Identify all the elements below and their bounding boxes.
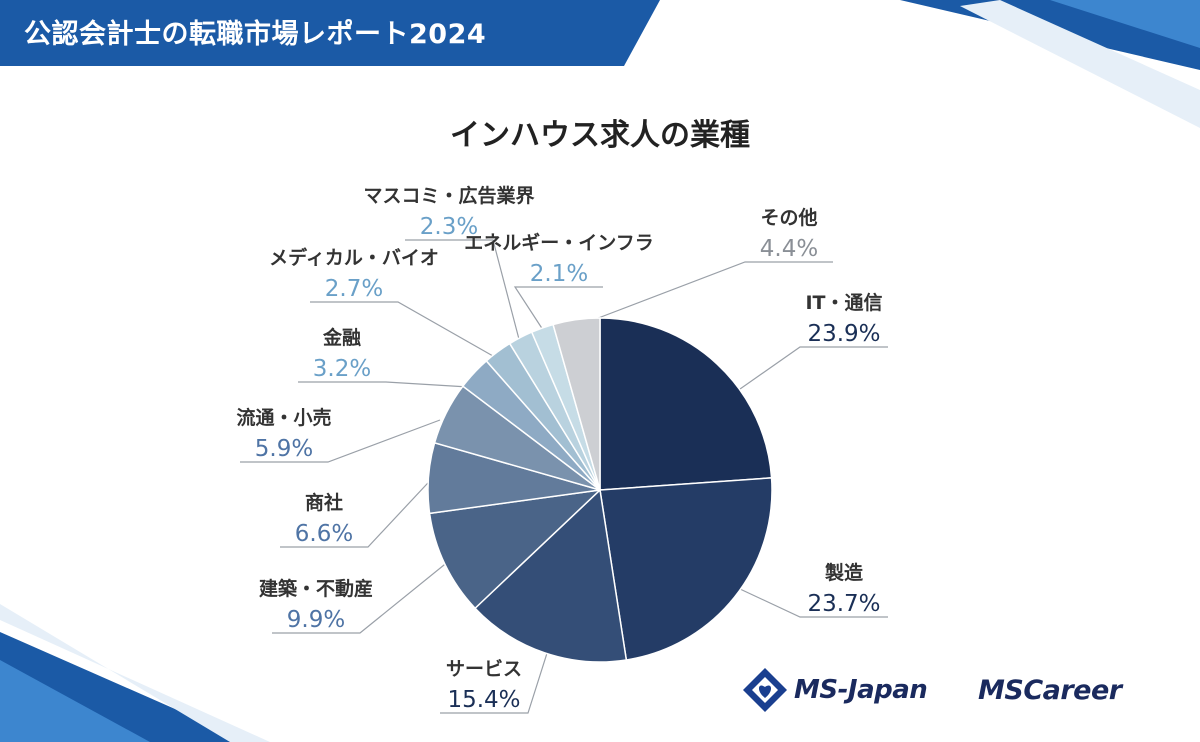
slice-value-label: 2.1% xyxy=(530,261,588,287)
slice-category-label: 製造 xyxy=(824,561,864,584)
slice-category-label: 建築・不動産 xyxy=(259,577,373,600)
deco-bottom-left-stripe-light xyxy=(0,660,150,742)
leader-line xyxy=(240,419,441,463)
pie-slice xyxy=(474,488,628,663)
leader-line xyxy=(280,469,441,548)
leader-line xyxy=(579,261,833,326)
slice-value-label: 4.4% xyxy=(760,236,818,262)
deco-top-right-stripe-light xyxy=(960,0,1200,48)
slice-category-label: IT・通信 xyxy=(805,291,882,314)
slice-value-label: 9.9% xyxy=(287,607,345,633)
leader-line xyxy=(440,627,556,714)
slice-value-label: 2.3% xyxy=(420,214,478,240)
slice-value-label: 6.6% xyxy=(295,521,353,547)
slice-value-label: 5.9% xyxy=(255,436,313,462)
ms-career-logo-text: MSCareer xyxy=(978,674,1122,706)
slice-category-label: サービス xyxy=(446,658,522,680)
ms-career-logo: MSCareer xyxy=(978,668,1122,712)
slice-category-label: メディカル・バイオ xyxy=(269,246,439,269)
slice-category-label: 商社 xyxy=(305,491,343,514)
header-banner xyxy=(0,0,660,66)
leader-line xyxy=(298,381,486,389)
slice-value-label: 23.9% xyxy=(807,321,880,347)
pie-slice xyxy=(552,317,601,491)
leader-line xyxy=(513,286,603,334)
slice-value-label: 2.7% xyxy=(325,276,383,302)
slice-category-label: エネルギー・インフラ xyxy=(464,232,653,254)
slice-category-label: 金融 xyxy=(322,326,361,349)
pie-slice xyxy=(599,477,773,661)
slice-category-label: 流通・小売 xyxy=(236,406,331,429)
ms-japan-logo-text: MS-Japan xyxy=(794,675,928,705)
slice-value-label: 3.2% xyxy=(313,356,371,382)
leader-line xyxy=(405,239,521,344)
slice-value-label: 23.7% xyxy=(807,591,880,617)
ms-japan-diamond-icon xyxy=(743,668,787,712)
chart-title: インハウス求人の業種 xyxy=(450,118,750,153)
leader-line xyxy=(272,547,466,634)
slice-category-label: マスコミ・広告業界 xyxy=(363,184,534,207)
pie-slice xyxy=(428,488,603,610)
slice-value-label: 15.4% xyxy=(447,687,520,713)
deco-top-right-stripe-pale xyxy=(960,0,1200,128)
slice-category-label: その他 xyxy=(760,206,817,229)
pie-slice xyxy=(599,317,773,491)
ms-japan-logo: MS-Japan xyxy=(742,668,928,712)
leader-line xyxy=(310,301,501,361)
report-title: 公認会計士の転職市場レポート2024 xyxy=(24,19,487,50)
